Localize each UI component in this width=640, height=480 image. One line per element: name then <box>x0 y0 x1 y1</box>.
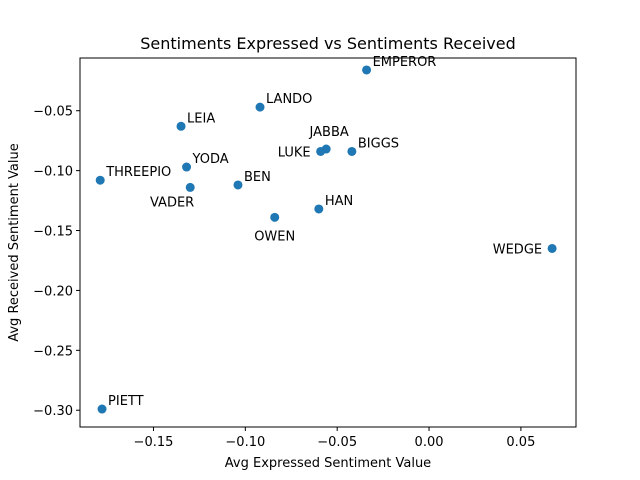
data-point <box>547 243 557 253</box>
data-point <box>314 204 324 214</box>
point-label: YODA <box>192 152 229 167</box>
data-point <box>185 182 195 192</box>
point-label: VADER <box>150 195 194 210</box>
point-label: THREEPIO <box>105 165 171 180</box>
data-point <box>270 212 280 222</box>
point-label: PIETT <box>108 394 144 409</box>
x-tick-label: −0.05 <box>317 435 357 450</box>
y-axis-label: Avg Received Sentiment Value <box>7 143 22 342</box>
x-tick-label: −0.10 <box>225 435 265 450</box>
y-tick-label: −0.15 <box>33 225 73 240</box>
data-point <box>233 180 243 190</box>
y-axis-ticks: −0.05 −0.10 −0.15 −0.20 −0.25 −0.30 <box>33 105 80 419</box>
point-label: EMPEROR <box>373 55 437 70</box>
point-label: BIGGS <box>358 136 399 151</box>
y-tick-label: −0.05 <box>33 105 73 120</box>
point-label: LEIA <box>187 111 215 126</box>
y-tick-label: −0.30 <box>33 404 73 419</box>
point-label: LANDO <box>266 92 312 107</box>
y-tick-label: −0.20 <box>33 284 73 299</box>
point-labels: EMPEROR LANDO LEIA JABBA LUKE BIGGS YODA THREEP… <box>105 55 542 409</box>
point-label: WEDGE <box>493 242 542 257</box>
x-axis-label: Avg Expressed Sentiment Value <box>225 456 431 471</box>
data-point <box>362 65 372 75</box>
chart-title: Sentiments Expressed vs Sentiments Recei… <box>140 34 516 53</box>
data-point <box>95 175 105 185</box>
x-tick-label: −0.15 <box>134 435 174 450</box>
y-tick-label: −0.10 <box>33 165 73 180</box>
data-point <box>255 102 265 112</box>
y-tick-label: −0.25 <box>33 344 73 359</box>
point-label: HAN <box>325 194 353 209</box>
data-point <box>347 146 357 156</box>
x-axis-ticks: −0.15 −0.10 −0.05 0.00 0.05 <box>134 427 535 450</box>
data-point <box>182 162 192 172</box>
point-label: LUKE <box>278 145 311 160</box>
data-point <box>97 404 107 414</box>
data-point <box>176 121 186 131</box>
data-point <box>316 146 326 156</box>
plot-area-frame <box>79 57 577 428</box>
x-tick-label: 0.00 <box>415 435 444 450</box>
point-label: OWEN <box>254 229 295 244</box>
point-label: JABBA <box>309 125 349 140</box>
x-tick-label: 0.05 <box>506 435 535 450</box>
point-label: BEN <box>244 170 271 185</box>
data-points <box>95 65 557 414</box>
